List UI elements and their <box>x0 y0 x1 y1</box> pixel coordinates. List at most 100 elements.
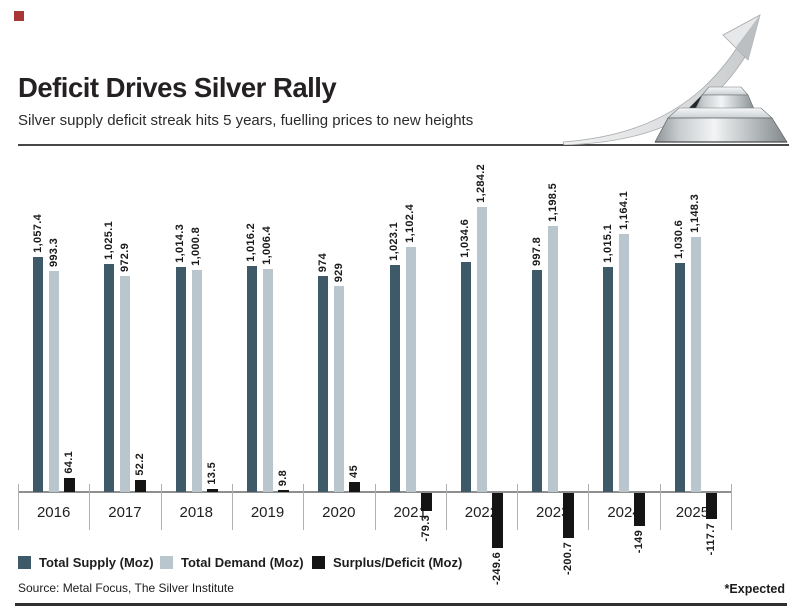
year-separator <box>18 484 19 530</box>
bar-value-label: 972.9 <box>118 242 131 272</box>
bar-value-label: -79.3 <box>419 515 432 542</box>
bar-surplus <box>634 493 646 526</box>
bar-value-label: 45 <box>348 465 361 478</box>
year-separator <box>445 484 447 530</box>
bar-value-label: 974 <box>316 252 329 272</box>
bar-value-label: 52.2 <box>134 453 147 476</box>
year-label: 2021 <box>393 504 427 521</box>
silver-ingots-rising-arrow-icon <box>562 14 788 145</box>
legend-swatch-icon <box>160 556 173 569</box>
bar-surplus <box>420 493 432 511</box>
bar-value-label: 997.8 <box>530 236 543 266</box>
year-label: 2023 <box>536 504 570 521</box>
year-separator <box>588 484 590 530</box>
bar-value-label: 1,015.1 <box>601 224 614 263</box>
year-separator <box>231 484 233 530</box>
bar-supply <box>175 267 186 492</box>
bar-supply <box>460 262 471 492</box>
bar-value-label: -249.6 <box>490 552 503 585</box>
bar-value-label: 1,016.2 <box>245 223 258 262</box>
legend-item: Total Demand (Moz) <box>160 555 304 570</box>
bar-value-label: 13.5 <box>205 462 218 485</box>
bar-value-label: 1,148.3 <box>689 194 702 233</box>
legend-label: Total Demand (Moz) <box>181 555 304 570</box>
bar-demand <box>191 270 202 492</box>
year-separator <box>160 484 162 530</box>
legend-label: Surplus/Deficit (Moz) <box>333 555 463 570</box>
bar-value-label: 1,023.1 <box>388 222 400 261</box>
legend-item: Total Supply (Moz) <box>18 555 154 570</box>
legend-item: Surplus/Deficit (Moz) <box>312 555 462 570</box>
bar-value-label: -149 <box>633 530 646 554</box>
bar-value-label: 1,102.4 <box>404 204 416 243</box>
year-label: 2020 <box>322 504 356 521</box>
bar-value-label: 1,284.2 <box>475 164 488 203</box>
bottom-divider <box>15 603 787 606</box>
year-separator <box>517 484 519 530</box>
arrow-head-icon <box>722 14 761 61</box>
bar-value-label: 1,000.8 <box>190 227 203 266</box>
bar-supply <box>674 263 685 492</box>
year-separator <box>374 484 376 530</box>
year-separator <box>303 484 305 530</box>
bar-surplus <box>491 493 503 548</box>
bar-demand <box>619 234 630 492</box>
bar-demand <box>49 271 59 492</box>
legend-swatch-icon <box>18 556 31 569</box>
bar-demand <box>405 247 416 492</box>
page-subtitle: Silver supply deficit streak hits 5 year… <box>18 112 474 129</box>
bar-surplus <box>277 490 289 492</box>
bar-demand <box>476 207 487 492</box>
header-divider <box>18 144 789 146</box>
source-text: Source: Metal Focus, The Silver Institut… <box>18 581 234 595</box>
bar-value-label: 929 <box>332 262 345 282</box>
bar-value-label: 1,030.6 <box>673 220 686 259</box>
bar-supply <box>318 276 329 492</box>
bar-surplus <box>705 493 717 519</box>
bar-supply <box>389 265 400 492</box>
legend-swatch-icon <box>312 556 325 569</box>
legend-label: Total Supply (Moz) <box>39 555 154 570</box>
year-separator <box>731 484 732 530</box>
silver-ingots-icon <box>654 86 788 143</box>
bar-surplus <box>64 478 75 492</box>
bar-value-label: 1,006.4 <box>261 226 274 265</box>
bar-demand <box>262 269 273 492</box>
bar-supply <box>603 267 614 492</box>
year-label: 2019 <box>250 504 285 521</box>
expected-note: *Expected <box>724 582 785 596</box>
year-separator <box>89 484 91 530</box>
bar-surplus <box>206 489 218 492</box>
bar-supply <box>33 257 43 492</box>
bar-surplus <box>349 482 361 492</box>
bar-value-label: -117.7 <box>704 523 717 556</box>
year-label: 2025* <box>675 504 715 521</box>
bar-value-label: 1,057.4 <box>31 214 44 253</box>
bar-supply <box>532 270 543 492</box>
bar-demand <box>334 286 345 492</box>
red-marker <box>14 11 24 21</box>
bar-supply <box>246 266 257 492</box>
bar-value-label: 1,198.5 <box>546 183 559 222</box>
year-label: 2018 <box>179 504 213 521</box>
bar-value-label: 1,034.6 <box>459 219 472 258</box>
bar-value-label: 1,025.1 <box>102 221 115 260</box>
year-label: 2024 <box>607 504 641 521</box>
year-label: 2017 <box>108 504 142 521</box>
bar-demand <box>690 237 701 492</box>
page-title: Deficit Drives Silver Rally <box>18 72 337 103</box>
bar-value-label: 1,014.3 <box>174 224 187 263</box>
bar-surplus <box>563 493 575 538</box>
bar-value-label: 9.8 <box>276 469 289 486</box>
year-separator <box>659 484 661 530</box>
bar-value-label: -200.7 <box>562 542 575 575</box>
year-label: 2016 <box>36 504 71 521</box>
year-label: 2022 <box>464 504 499 521</box>
bar-supply <box>104 264 115 492</box>
bar-value-label: 1,164.1 <box>617 191 630 230</box>
bar-value-label: 64.1 <box>63 451 75 474</box>
bar-surplus <box>135 480 147 492</box>
bar-demand <box>120 276 131 492</box>
bar-value-label: 993.3 <box>47 237 60 267</box>
